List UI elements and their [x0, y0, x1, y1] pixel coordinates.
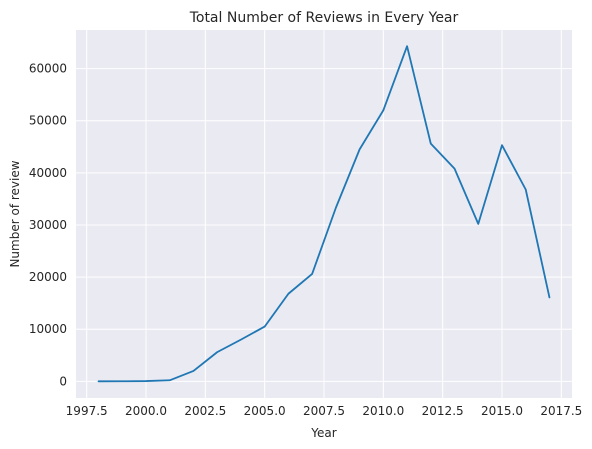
x-tick-label: 1997.5: [66, 404, 108, 418]
y-tick-label: 10000: [29, 322, 67, 336]
x-tick-label: 2005.0: [244, 404, 286, 418]
x-axis-label: Year: [310, 426, 336, 440]
y-tick-label: 30000: [29, 218, 67, 232]
x-tick-label: 2002.5: [184, 404, 226, 418]
x-tick-label: 2007.5: [303, 404, 345, 418]
y-axis-ticks: 0 10000 20000 30000 40000 50000 60000: [29, 62, 67, 389]
y-tick-label: 40000: [29, 166, 67, 180]
series-group: [97, 45, 551, 383]
x-axis-ticks: 1997.5 2000.0 2002.5 2005.0 2007.5 2010.0 2012…: [66, 404, 583, 418]
y-tick-label: 50000: [29, 114, 67, 128]
chart-title: Total Number of Reviews in Every Year: [189, 10, 459, 26]
x-tick-label: 2012.5: [422, 404, 464, 418]
x-tick-label: 2000.0: [125, 404, 167, 418]
y-tick-label: 0: [59, 374, 67, 388]
y-tick-label: 60000: [29, 62, 67, 76]
x-tick-label: 2017.5: [540, 404, 582, 418]
x-tick-label: 2015.0: [481, 404, 523, 418]
x-tick-label: 2010.0: [362, 404, 404, 418]
series-line: [97, 45, 551, 383]
y-axis-label: Number of review: [8, 160, 22, 267]
y-tick-label: 20000: [29, 270, 67, 284]
gridlines: [76, 30, 572, 398]
